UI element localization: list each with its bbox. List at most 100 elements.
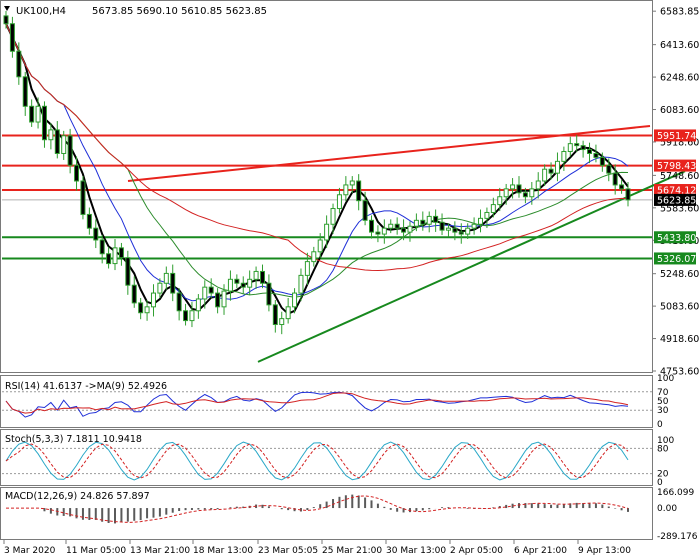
macd-tick-label: 0.00 bbox=[657, 504, 677, 514]
time-tick-label: 6 Apr 21:00 bbox=[514, 546, 567, 556]
candle-body bbox=[125, 257, 131, 286]
candle-body bbox=[61, 135, 67, 154]
time-tick-label: 11 Mar 05:00 bbox=[66, 546, 126, 556]
candle-body bbox=[484, 211, 490, 219]
candle-body bbox=[413, 219, 419, 227]
candle-body bbox=[163, 272, 169, 284]
candle-body bbox=[54, 129, 60, 154]
candle-body bbox=[74, 164, 80, 182]
level-label-box bbox=[654, 184, 696, 197]
rsi-tick-label: 100 bbox=[657, 374, 674, 384]
candle-body bbox=[304, 261, 310, 276]
candle-body bbox=[86, 213, 92, 229]
candle-body bbox=[356, 180, 362, 202]
macd-label: MACD(12,26,9) 24.826 57.897 bbox=[5, 491, 150, 502]
candle-body bbox=[253, 270, 259, 280]
macd-signal-line bbox=[6, 495, 629, 523]
candle-body bbox=[420, 219, 426, 225]
candle-body bbox=[349, 180, 355, 186]
level-label-text: 5433.80 bbox=[657, 233, 696, 244]
candle-body bbox=[67, 135, 73, 166]
candle-body bbox=[587, 149, 593, 154]
candle-body bbox=[35, 105, 41, 123]
candle-body bbox=[362, 200, 368, 221]
stoch-lines bbox=[5, 441, 629, 481]
candle-body bbox=[131, 284, 137, 304]
price-tick-label: 4753.60 bbox=[660, 367, 699, 378]
ohlc-label: 5673.85 5690.10 5610.85 5623.85 bbox=[92, 6, 267, 17]
level-label-box bbox=[654, 129, 696, 142]
price-tick-label: 5583.60 bbox=[660, 203, 699, 214]
stoch-panel-frame bbox=[0, 429, 653, 486]
macd-histogram bbox=[6, 494, 629, 524]
stoch-label: Stoch(5,3,3) 7.1811 10.9418 bbox=[5, 434, 142, 445]
price-tick-label: 6413.60 bbox=[660, 40, 699, 51]
rsi-tick-label: 0 bbox=[657, 420, 663, 430]
moving-average-line bbox=[5, 23, 629, 315]
candle-body bbox=[388, 223, 394, 229]
candle-body bbox=[407, 225, 413, 233]
candle-body bbox=[16, 50, 22, 78]
candle-body bbox=[279, 318, 285, 326]
macd-panel: MACD(12,26,9) 24.826 57.897 166.099 0.00 -… bbox=[5, 488, 698, 542]
time-tick-label: 3 Mar 2020 bbox=[4, 546, 56, 556]
level-label-box bbox=[654, 159, 696, 172]
rsi-line bbox=[5, 391, 629, 418]
trendline bbox=[257, 170, 686, 363]
candle-body bbox=[247, 278, 253, 288]
stoch-tick-label: 20 bbox=[657, 470, 669, 480]
price-tick-label: 5918.60 bbox=[660, 137, 699, 148]
candle-body bbox=[439, 221, 445, 231]
rsi-tick-label: 30 bbox=[657, 406, 669, 416]
rsi-panel: RSI(14) 41.6137 ->MA(9) 52.4926 100 70503… bbox=[2, 374, 674, 430]
candle-body bbox=[330, 208, 336, 225]
candle-body bbox=[157, 282, 163, 294]
candle-body bbox=[401, 227, 407, 233]
trendline bbox=[127, 124, 651, 183]
candle-body bbox=[561, 151, 567, 162]
candle-body bbox=[375, 231, 381, 235]
time-tick-label: 18 Mar 13:00 bbox=[193, 546, 253, 556]
candle-body bbox=[48, 129, 54, 141]
level-label-box bbox=[654, 252, 696, 265]
candle-body bbox=[215, 292, 221, 308]
candle-body bbox=[497, 196, 503, 206]
stoch-tick-label: 100 bbox=[657, 436, 674, 446]
candle-body bbox=[298, 274, 304, 294]
level-label-text: 5674.12 bbox=[657, 186, 696, 197]
candle-body bbox=[324, 223, 330, 241]
rsi-label: RSI(14) 41.6137 ->MA(9) 52.4926 bbox=[5, 381, 167, 392]
candle-body bbox=[202, 286, 208, 300]
rsi-line bbox=[5, 392, 629, 414]
candle-body bbox=[93, 227, 99, 241]
macd-tick-label: -289.176 bbox=[657, 532, 698, 542]
candle-body bbox=[445, 227, 451, 231]
candle-body bbox=[510, 184, 516, 190]
candle-body bbox=[542, 168, 548, 182]
time-axis: 3 Mar 2020 11 Mar 05:00 13 Mar 21:00 18 Mar… bbox=[3, 540, 631, 556]
candle-body bbox=[606, 164, 612, 174]
candle-body bbox=[599, 156, 605, 166]
candle-body bbox=[285, 306, 291, 320]
main-panel-frame bbox=[0, 0, 653, 373]
candle-body bbox=[458, 231, 464, 235]
candle-body bbox=[471, 223, 477, 229]
candle-body bbox=[478, 217, 484, 225]
candle-body bbox=[240, 282, 246, 288]
candle-body bbox=[311, 251, 317, 263]
rsi-tick-label: 50 bbox=[657, 397, 669, 407]
candle-body bbox=[41, 105, 47, 141]
main-price-panel: 6583.85 6413.60 6248.60 6083.60 5918.60 5748.… bbox=[2, 6, 699, 378]
price-tick-label: 6248.60 bbox=[660, 73, 699, 84]
level-label-text: 5798.43 bbox=[657, 161, 696, 172]
triangle-down-icon[interactable] bbox=[4, 6, 10, 11]
price-tick-label: 5083.60 bbox=[660, 302, 699, 313]
price-tick-label: 6583.85 bbox=[660, 7, 699, 18]
candle-body bbox=[106, 253, 112, 265]
price-tick-label: 5248.60 bbox=[660, 269, 699, 280]
current-price-text: 5623.85 bbox=[657, 195, 696, 206]
rsi-tick-label: 70 bbox=[657, 388, 669, 398]
